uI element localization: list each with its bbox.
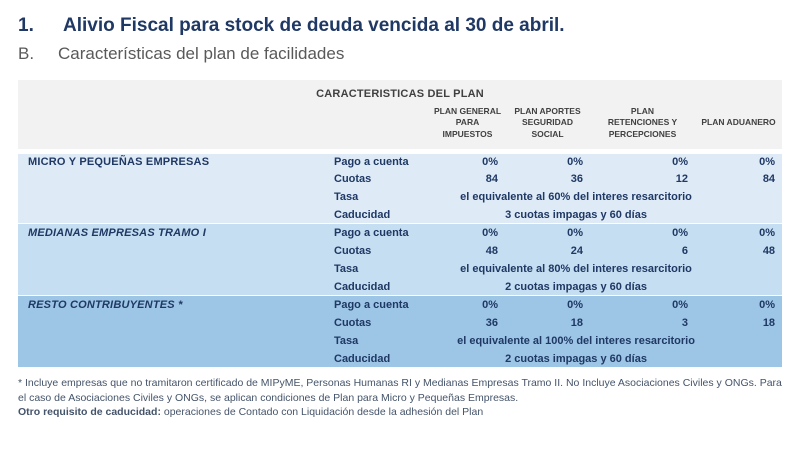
row-label: Caducidad [330,349,430,368]
row-label: Cuotas [330,169,430,188]
footnote-caducidad-text: operaciones de Contado con Liquidación d… [163,406,484,419]
row-label: Cuotas [330,241,430,260]
table-title-row: CARACTERISTICAS DEL PLAN [18,80,783,102]
empty-cell [18,277,330,296]
tasa-value: el equivalente al 80% del interes resarc… [430,259,783,278]
table-row: Cuotas 48 24 6 48 [18,241,783,260]
caducidad-value: 2 cuotas impagas y 60 días [430,277,783,296]
table-row: Caducidad 2 cuotas impagas y 60 días [18,277,783,296]
tasa-value: el equivalente al 60% del interes resarc… [430,187,783,206]
empty-cell [18,241,330,260]
cell-value: 48 [695,241,783,260]
table-row: Caducidad 2 cuotas impagas y 60 días [18,349,783,368]
column-header-plan-aduanero: PLAN ADUANERO [695,102,783,155]
title-number: 1. [18,15,34,36]
table-title: CARACTERISTICAS DEL PLAN [18,80,783,102]
section-micro-y-pequenas: MICRO Y PEQUEÑAS EMPRESAS Pago a cuenta … [18,151,783,224]
footnotes: * Incluye empresas que no tramitaron cer… [18,376,782,419]
column-header-plan-general: PLAN GENERAL PARA IMPUESTOS [430,102,505,155]
cell-value: 0% [505,151,590,170]
subtitle-text: Características del plan de facilidades [58,43,345,63]
cell-value: 84 [695,169,783,188]
table-row: Cuotas 36 18 3 18 [18,313,783,332]
footnote-caducidad-label: Otro requisito de caducidad: [18,406,161,419]
empty-header-cell [18,102,330,155]
cell-value: 0% [505,295,590,314]
cell-value: 24 [505,241,590,260]
table-header: CARACTERISTICAS DEL PLAN PLAN GENERAL PA… [18,80,783,155]
cell-value: 36 [430,313,505,332]
row-label: Caducidad [330,277,430,296]
empty-cell [18,313,330,332]
cell-value: 0% [430,151,505,170]
footnote-caducidad: Otro requisito de caducidad: operaciones… [18,405,782,419]
column-header-label: PLAN GENERAL PARA IMPUESTOS [433,106,502,139]
caducidad-value: 3 cuotas impagas y 60 días [430,205,783,224]
row-label: Tasa [330,187,430,206]
row-label: Caducidad [330,205,430,224]
table-row: Tasa el equivalente al 60% del interes r… [18,187,783,206]
page-title: 1. Alivio Fiscal para stock de deuda ven… [18,14,782,38]
page-subtitle: B. Características del plan de facilidad… [18,43,782,64]
cell-value: 0% [505,223,590,242]
column-header-label: PLAN RETENCIONES Y PERCEPCIONES [607,106,678,139]
column-header-label: PLAN APORTES SEGURIDAD SOCIAL [514,106,581,139]
cell-value: 0% [430,223,505,242]
empty-cell [18,187,330,206]
table-row: Cuotas 84 36 12 84 [18,169,783,188]
row-label: Pago a cuenta [330,295,430,314]
empty-cell [18,205,330,224]
empty-header-cell [330,102,430,155]
row-label: Tasa [330,259,430,278]
section-name: MEDIANAS EMPRESAS TRAMO I [18,223,330,242]
title-text: Alivio Fiscal para stock de deuda vencid… [63,15,565,36]
table-row: RESTO CONTRIBUYENTES * Pago a cuenta 0% … [18,295,783,314]
footnote-asterisk: * Incluye empresas que no tramitaron cer… [18,377,782,404]
table-row: Tasa el equivalente al 80% del interes r… [18,259,783,278]
cell-value: 3 [590,313,695,332]
cell-value: 0% [430,295,505,314]
section-name: RESTO CONTRIBUYENTES * [18,295,330,314]
column-header-label: PLAN ADUANERO [701,117,776,128]
tasa-value: el equivalente al 100% del interes resar… [430,331,783,350]
empty-cell [18,259,330,278]
row-label: Pago a cuenta [330,151,430,170]
empty-cell [18,169,330,188]
column-header-plan-aportes: PLAN APORTES SEGURIDAD SOCIAL [505,102,590,155]
cell-value: 48 [430,241,505,260]
cell-value: 18 [505,313,590,332]
table-row: Tasa el equivalente al 100% del interes … [18,331,783,350]
section-medianas-tramo-1: MEDIANAS EMPRESAS TRAMO I Pago a cuenta … [18,223,783,296]
cell-value: 0% [590,295,695,314]
empty-cell [18,349,330,368]
section-name: MICRO Y PEQUEÑAS EMPRESAS [18,151,330,170]
table-row: MEDIANAS EMPRESAS TRAMO I Pago a cuenta … [18,223,783,242]
cell-value: 0% [590,151,695,170]
cell-value: 36 [505,169,590,188]
cell-value: 12 [590,169,695,188]
empty-cell [18,331,330,350]
cell-value: 18 [695,313,783,332]
cell-value: 0% [695,295,783,314]
cell-value: 0% [695,151,783,170]
cell-value: 0% [695,223,783,242]
row-label: Cuotas [330,313,430,332]
row-label: Tasa [330,331,430,350]
cell-value: 6 [590,241,695,260]
caducidad-value: 2 cuotas impagas y 60 días [430,349,783,368]
cell-value: 84 [430,169,505,188]
section-resto-contribuyentes: RESTO CONTRIBUYENTES * Pago a cuenta 0% … [18,295,783,368]
table-row: MICRO Y PEQUEÑAS EMPRESAS Pago a cuenta … [18,151,783,170]
column-header-row: PLAN GENERAL PARA IMPUESTOS PLAN APORTES… [18,102,783,155]
table-row: Caducidad 3 cuotas impagas y 60 días [18,205,783,224]
plan-table: CARACTERISTICAS DEL PLAN PLAN GENERAL PA… [18,80,783,368]
subtitle-letter: B. [18,43,35,63]
row-label: Pago a cuenta [330,223,430,242]
cell-value: 0% [590,223,695,242]
column-header-plan-retenciones: PLAN RETENCIONES Y PERCEPCIONES [590,102,695,155]
